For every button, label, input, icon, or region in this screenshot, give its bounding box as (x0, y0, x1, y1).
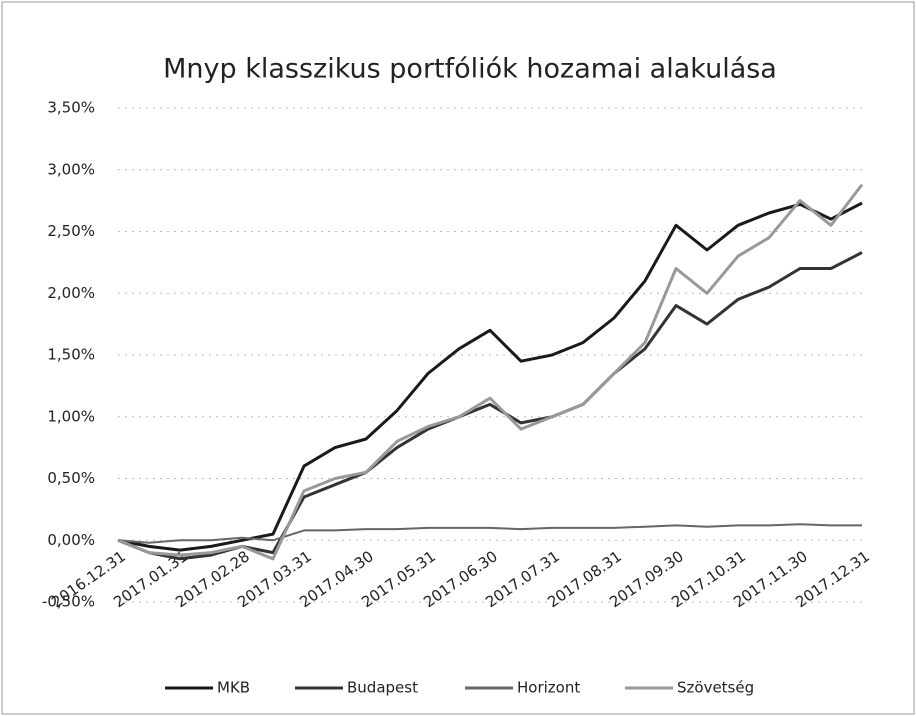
y-tick-label: 0,50% (47, 469, 95, 487)
y-tick-label: 1,00% (47, 407, 95, 425)
series-line (117, 183, 864, 561)
legend-label: MKB (217, 679, 250, 697)
y-tick-label: 3,00% (47, 160, 95, 178)
y-tick-label: 3,50% (47, 99, 95, 117)
series-line (117, 523, 862, 544)
legend-label: Budapest (347, 679, 418, 697)
y-tick-label: 2,00% (47, 284, 95, 302)
series-line (117, 201, 863, 552)
y-tick-label: -0,50% (42, 593, 95, 611)
legend-label: Horizont (517, 679, 580, 697)
y-tick-label: 1,50% (47, 346, 95, 364)
y-tick-label: 2,50% (47, 222, 95, 240)
y-tick-label: 0,00% (47, 531, 95, 549)
chart-title: Mnyp klasszikus portfóliók hozamai alaku… (163, 54, 777, 85)
legend-label: Szövetség (677, 679, 754, 697)
